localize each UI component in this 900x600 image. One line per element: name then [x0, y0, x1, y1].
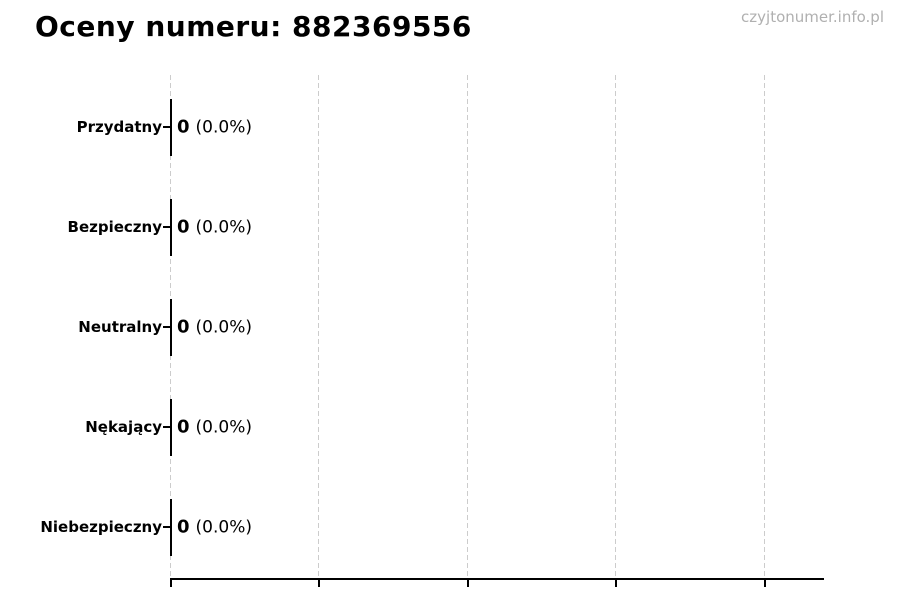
value-count: 0	[177, 116, 190, 138]
bar-niebezpieczny	[170, 499, 172, 556]
x-gridline	[764, 75, 765, 579]
value-count: 0	[177, 416, 190, 438]
value-percent: (0.0%)	[195, 317, 252, 338]
value-count: 0	[177, 316, 190, 338]
value-annotation: 0 (0.0%)	[177, 517, 252, 538]
value-annotation: 0 (0.0%)	[177, 417, 252, 438]
y-axis-tick	[163, 326, 171, 328]
category-row: Niebezpieczny 0 (0.0%)	[0, 477, 900, 577]
y-axis-tick	[163, 526, 171, 528]
bar-nekajacy	[170, 399, 172, 456]
value-percent: (0.0%)	[195, 217, 252, 238]
bar-przydatny	[170, 99, 172, 156]
bar-neutralny	[170, 299, 172, 356]
x-gridline	[467, 75, 468, 579]
y-axis-tick	[163, 126, 171, 128]
value-percent: (0.0%)	[195, 417, 252, 438]
value-annotation: 0 (0.0%)	[177, 217, 252, 238]
value-count: 0	[177, 216, 190, 238]
y-axis-tick	[163, 226, 171, 228]
x-axis-tick	[170, 580, 172, 587]
x-axis-tick	[467, 580, 469, 587]
x-axis-line	[170, 578, 824, 580]
y-axis-tick	[163, 426, 171, 428]
value-percent: (0.0%)	[195, 117, 252, 138]
category-row: Przydatny 0 (0.0%)	[0, 77, 900, 177]
category-label: Bezpieczny	[67, 218, 162, 236]
x-axis-tick	[615, 580, 617, 587]
category-label: Neutralny	[78, 318, 162, 336]
category-label: Niebezpieczny	[40, 518, 162, 536]
x-axis-tick	[318, 580, 320, 587]
bar-bezpieczny	[170, 199, 172, 256]
category-label: Nękający	[85, 418, 162, 436]
value-annotation: 0 (0.0%)	[177, 117, 252, 138]
category-row: Bezpieczny 0 (0.0%)	[0, 177, 900, 277]
x-axis-tick	[764, 580, 766, 587]
category-row: Neutralny 0 (0.0%)	[0, 277, 900, 377]
value-percent: (0.0%)	[195, 517, 252, 538]
x-gridline	[318, 75, 319, 579]
value-count: 0	[177, 516, 190, 538]
category-label: Przydatny	[76, 118, 162, 136]
watermark-text: czyjtonumer.info.pl	[741, 8, 884, 26]
chart-title: Oceny numeru: 882369556	[35, 10, 472, 43]
x-gridline	[615, 75, 616, 579]
category-row: Nękający 0 (0.0%)	[0, 377, 900, 477]
value-annotation: 0 (0.0%)	[177, 317, 252, 338]
